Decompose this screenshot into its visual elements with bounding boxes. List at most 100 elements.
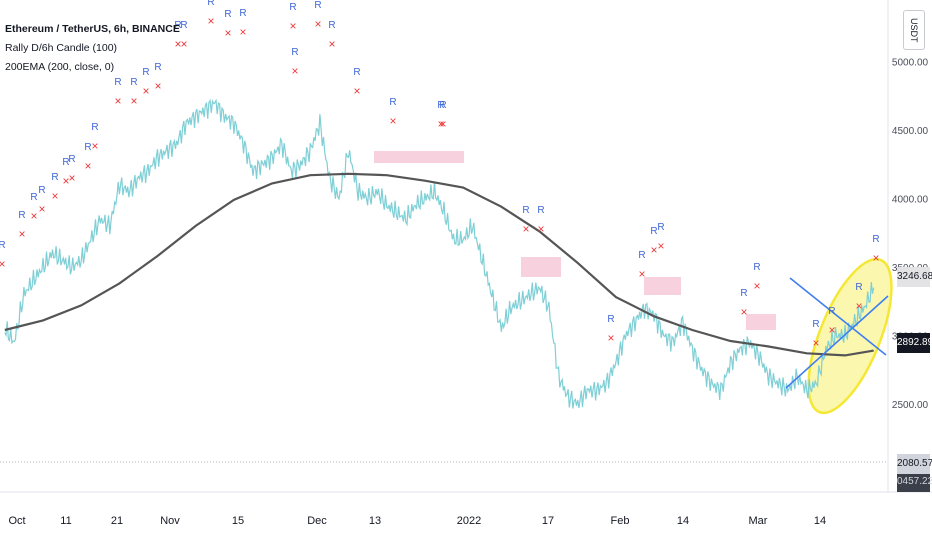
- rally-r-marker: R: [207, 0, 214, 8]
- x-tick-label: Mar: [749, 515, 768, 527]
- rally-r-marker: R: [51, 172, 58, 183]
- current-price-label: 2892.89: [897, 333, 932, 353]
- rally-x-marker: ×: [753, 279, 760, 293]
- x-tick-label: 13: [369, 515, 381, 527]
- legend-indicator-rally[interactable]: Rally D/6h Candle (100): [5, 42, 118, 54]
- trendline-up[interactable]: [785, 295, 889, 389]
- rally-r-marker: R: [84, 142, 91, 153]
- rally-x-marker: ×: [30, 209, 37, 223]
- rally-r-marker: R: [328, 20, 335, 31]
- rally-x-marker: ×: [650, 243, 657, 257]
- rally-r-marker: R: [314, 0, 321, 11]
- rally-x-marker: ×: [289, 19, 296, 33]
- x-tick-label: Nov: [160, 515, 180, 527]
- upper-price-label: 3246.68: [897, 267, 932, 287]
- rally-r-marker: R: [753, 262, 760, 273]
- rally-x-marker: ×: [607, 331, 614, 345]
- y-tick-label: 2500.00: [892, 400, 929, 411]
- price-series-line[interactable]: [4, 98, 875, 409]
- y-tick-label: 4500.00: [892, 126, 929, 137]
- rally-x-marker: ×: [812, 336, 819, 350]
- rally-x-marker: ×: [91, 139, 98, 153]
- rally-x-marker: ×: [328, 37, 335, 51]
- rally-x-marker: ×: [84, 159, 91, 173]
- rally-r-marker: R: [522, 205, 529, 216]
- rally-x-marker: ×: [522, 222, 529, 236]
- rally-x-marker: ×: [62, 174, 69, 188]
- trendline-down[interactable]: [789, 277, 887, 356]
- rally-r-marker: R: [437, 100, 444, 111]
- rally-r-marker: R: [174, 20, 181, 31]
- x-tick-label: Oct: [8, 515, 25, 527]
- rally-r-marker: R: [353, 67, 360, 78]
- rally-r-marker: R: [224, 9, 231, 20]
- rally-x-marker: ×: [314, 17, 321, 31]
- rally-r-marker: R: [638, 250, 645, 261]
- highlight-zone: [521, 257, 561, 277]
- rally-x-marker: ×: [537, 222, 544, 236]
- rally-r-marker: R: [291, 47, 298, 58]
- legend-symbol-title[interactable]: Ethereum / TetherUS, 6h, BINANCE: [5, 23, 180, 35]
- rally-x-marker: ×: [142, 84, 149, 98]
- rally-x-marker: ×: [828, 323, 835, 337]
- rally-x-marker: ×: [437, 117, 444, 131]
- x-tick-label: 14: [677, 515, 689, 527]
- rally-r-marker: R: [114, 77, 121, 88]
- x-tick-label: 17: [542, 515, 554, 527]
- rally-r-marker: R: [91, 122, 98, 133]
- highlight-zone: [374, 151, 464, 163]
- rally-r-marker: R: [607, 314, 614, 325]
- rally-x-marker: ×: [872, 251, 879, 265]
- rally-r-marker: R: [657, 222, 664, 233]
- rally-x-marker: ×: [855, 299, 862, 313]
- y-tick-label: 4000.00: [892, 195, 929, 206]
- rally-r-marker: R: [30, 192, 37, 203]
- rally-r-marker: R: [289, 2, 296, 13]
- rally-r-marker: R: [439, 100, 446, 111]
- rally-x-marker: ×: [224, 26, 231, 40]
- rally-x-marker: ×: [239, 25, 246, 39]
- rally-r-marker: R: [828, 306, 835, 317]
- rally-x-marker: ×: [207, 14, 214, 28]
- rally-x-marker: ×: [51, 189, 58, 203]
- rally-r-marker: R: [650, 226, 657, 237]
- ema200-line[interactable]: [4, 172, 874, 357]
- rally-x-marker: ×: [0, 257, 6, 271]
- rally-r-marker: R: [389, 97, 396, 108]
- rally-r-marker: R: [62, 157, 69, 168]
- rally-x-marker: ×: [389, 114, 396, 128]
- highlight-zone: [644, 277, 681, 295]
- rally-r-marker: R: [0, 240, 6, 251]
- rally-x-marker: ×: [130, 94, 137, 108]
- rally-r-marker: R: [130, 77, 137, 88]
- rally-x-marker: ×: [638, 267, 645, 281]
- rally-x-marker: ×: [68, 171, 75, 185]
- rally-x-marker: ×: [18, 227, 25, 241]
- rally-r-marker: R: [537, 205, 544, 216]
- rally-x-marker: ×: [657, 239, 664, 253]
- rally-r-marker: R: [142, 67, 149, 78]
- rally-r-marker: R: [180, 20, 187, 31]
- rally-x-marker: ×: [114, 94, 121, 108]
- rally-r-marker: R: [812, 319, 819, 330]
- x-tick-label: 21: [111, 515, 123, 527]
- rally-x-marker: ×: [180, 37, 187, 51]
- x-tick-label: Feb: [611, 515, 630, 527]
- lower-partial-price-label: 0457.22: [897, 474, 932, 492]
- rally-r-marker: R: [855, 282, 862, 293]
- rally-x-marker: ×: [174, 37, 181, 51]
- y-tick-label: 5000.00: [892, 58, 929, 69]
- rally-r-marker: R: [68, 154, 75, 165]
- lower-price-label: 2080.57: [897, 454, 932, 474]
- rally-r-marker: R: [872, 234, 879, 245]
- x-tick-label: 15: [232, 515, 244, 527]
- rally-x-marker: ×: [291, 64, 298, 78]
- rally-r-marker: R: [740, 288, 747, 299]
- x-tick-label: 11: [60, 515, 71, 527]
- legend-indicator-ema[interactable]: 200EMA (200, close, 0): [5, 61, 115, 73]
- x-tick-label: 14: [814, 515, 826, 527]
- currency-unit-button[interactable]: USDT: [903, 10, 925, 50]
- rally-x-marker: ×: [439, 117, 446, 131]
- x-tick-label: 2022: [457, 515, 481, 527]
